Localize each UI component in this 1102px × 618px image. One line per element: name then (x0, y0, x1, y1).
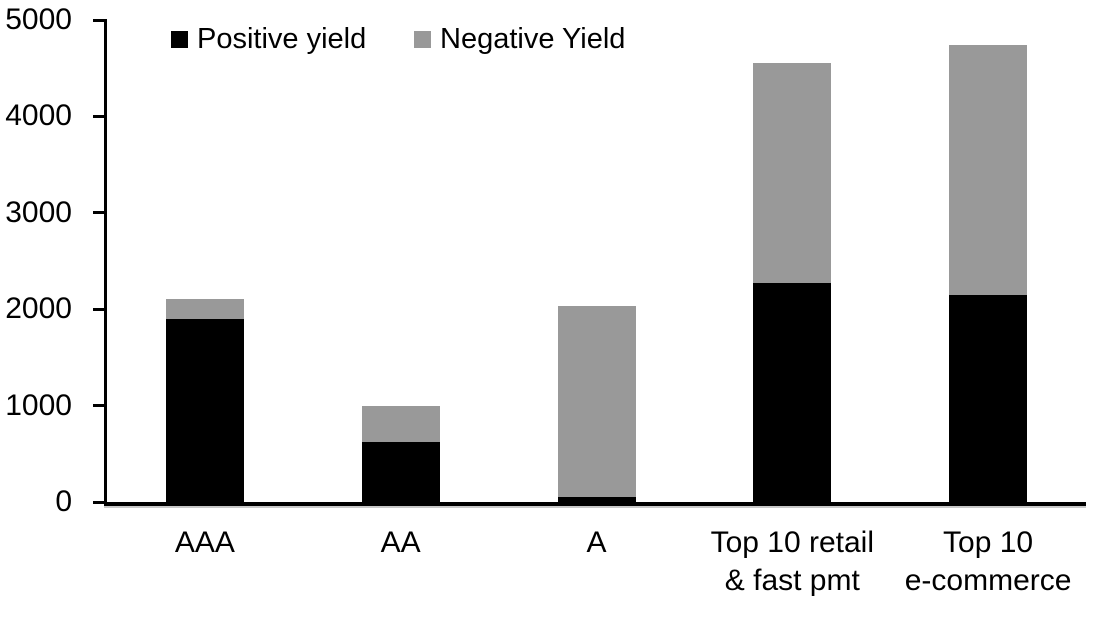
legend-item-negative-yield: Negative Yield (414, 22, 625, 56)
plot-area (93, 18, 1086, 506)
bar-group-4 (753, 20, 832, 502)
y-axis-tick (93, 307, 107, 311)
y-axis-tick-label: 0 (55, 485, 72, 518)
bar-segment-positive-yield (557, 497, 636, 502)
x-axis-category-label: Top 10 retail & fast pmt (710, 526, 875, 597)
positive-yield-swatch-icon (171, 30, 188, 48)
legend-item-positive-yield: Positive yield (171, 22, 366, 56)
x-axis-category-label: Top 10 e-commerce (904, 526, 1072, 597)
bar-segment-negative-yield (361, 405, 440, 443)
bar-segment-negative-yield (949, 45, 1028, 295)
bar-group-1 (165, 20, 244, 502)
bar-segment-positive-yield (949, 294, 1028, 502)
bar-segment-positive-yield (361, 442, 440, 502)
bar-segment-negative-yield (753, 63, 832, 284)
bar-segment-positive-yield (165, 318, 244, 502)
y-axis-tick-label: 5000 (5, 3, 72, 36)
bar-group-3 (557, 20, 636, 502)
y-axis-tick (93, 114, 107, 118)
y-axis-tick-label: 2000 (5, 292, 72, 326)
bar-segment-negative-yield (165, 298, 244, 319)
bar-segment-positive-yield (753, 283, 832, 502)
y-axis-tick (93, 500, 107, 504)
legend: Positive yield Negative Yield (0, 22, 1102, 56)
x-axis-category-label: AA (380, 526, 421, 559)
x-axis-category-label: AAA (174, 526, 235, 559)
negative-yield-swatch-icon (414, 30, 431, 48)
y-axis-tick-label: 3000 (5, 195, 72, 229)
x-axis-category-label: A (586, 526, 607, 559)
legend-label-negative-yield: Negative Yield (440, 23, 626, 55)
y-axis-tick-label: 1000 (5, 388, 72, 422)
bar-group-2 (361, 20, 440, 502)
y-axis-tick (93, 211, 107, 215)
y-axis-tick (93, 404, 107, 408)
legend-label-positive-yield: Positive yield (197, 23, 367, 55)
y-axis-tick (93, 18, 107, 22)
bar-group-5 (949, 20, 1028, 502)
y-axis-tick-label: 4000 (5, 99, 72, 133)
bar-segment-negative-yield (557, 306, 636, 498)
